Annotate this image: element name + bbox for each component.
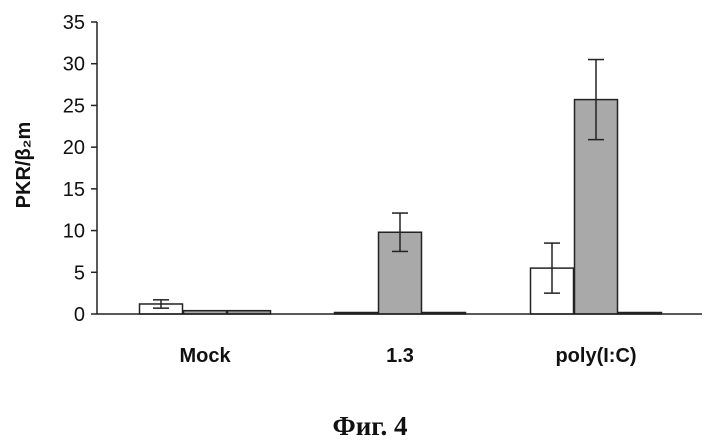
y-tick-label-2: 10 [63, 221, 85, 243]
y-tick-label-5: 25 [63, 95, 85, 117]
y-axis-ticks: 0 5 10 15 20 25 30 35 [63, 12, 97, 326]
y-tick-label-6: 30 [63, 54, 85, 76]
y-tick-label-4: 20 [63, 137, 85, 159]
y-tick-label-3: 15 [63, 179, 85, 201]
y-tick-label-7: 35 [63, 12, 85, 34]
category-label-0: Mock [179, 345, 231, 367]
figure-caption: Фиг. 4 [333, 411, 408, 441]
y-axis-title: PKR/β₂m [13, 122, 35, 209]
category-labels: Mock 1.3 poly(I:C) [179, 345, 636, 367]
category-label-2: poly(I:C) [555, 345, 636, 367]
y-tick-label-1: 5 [74, 262, 85, 284]
category-label-1: 1.3 [386, 345, 414, 367]
bars [140, 100, 662, 314]
y-tick-label-0: 0 [74, 304, 85, 326]
